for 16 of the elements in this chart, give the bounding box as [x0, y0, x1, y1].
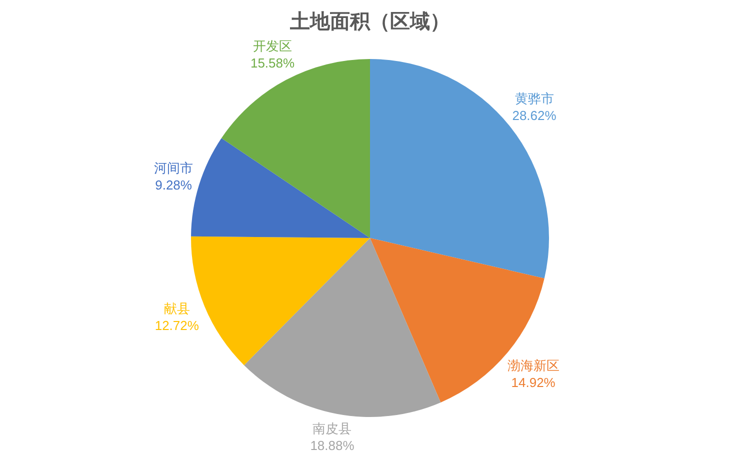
pie-slice: [221, 59, 370, 238]
data-label: 18.88%: [310, 438, 355, 453]
slice-label: 河间市: [154, 160, 194, 176]
slice-label: 献县: [164, 301, 190, 316]
slice-label: 黄骅市: [514, 90, 554, 106]
chart-title: 土地面积（区域）: [289, 11, 450, 33]
pie-slice: [191, 138, 370, 238]
slice-label: 渤海新区: [507, 358, 560, 373]
data-label: 14.92%: [511, 375, 556, 390]
slice-label: 开发区: [253, 38, 292, 54]
pie-slice: [244, 238, 441, 417]
data-label: 28.62%: [512, 108, 557, 123]
data-label: 12.72%: [154, 318, 200, 334]
data-label: 9.28%: [155, 178, 192, 193]
data-label: 15.58%: [250, 55, 295, 70]
slice-label: 南皮县: [312, 420, 352, 436]
